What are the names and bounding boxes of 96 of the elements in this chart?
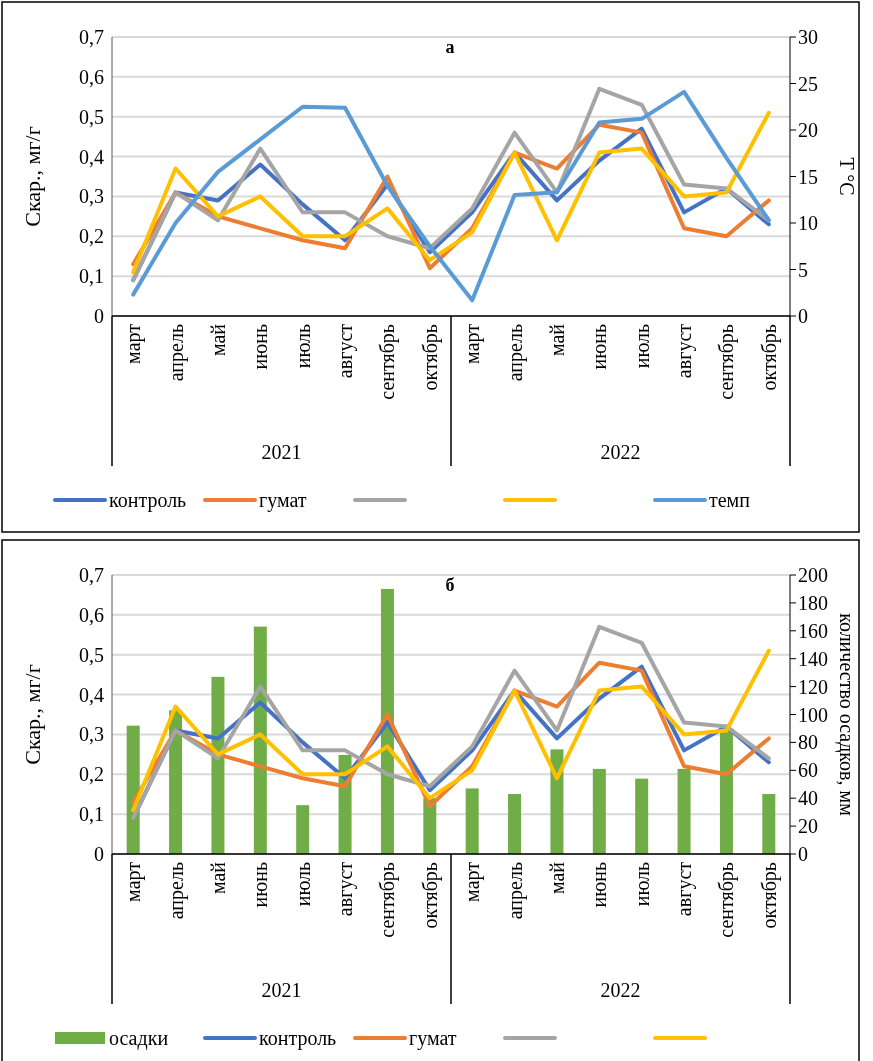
x-tick-label: апрель — [503, 862, 527, 920]
bar — [465, 788, 479, 854]
x-tick-label: май — [545, 861, 568, 895]
y-tick-label: 0,2 — [79, 763, 104, 786]
bar — [635, 778, 649, 854]
y2-tick-label: 10 — [798, 212, 818, 234]
y2-tick-label: 40 — [798, 787, 818, 810]
y-axis-title: Скар., мг/г — [20, 126, 45, 227]
bar — [550, 749, 564, 854]
text: 2021 — [261, 441, 302, 463]
x-tick-label: сентябрь — [376, 324, 400, 400]
x-tick-label: август — [673, 861, 697, 917]
x-tick-label: март — [461, 323, 485, 364]
bar — [211, 676, 225, 854]
y2-axis-title: количество осадков, мм — [835, 613, 858, 817]
bar — [762, 794, 776, 854]
y-tick-label: 0,7 — [79, 26, 104, 48]
x-tick-label: апрель — [503, 324, 527, 382]
x-tick-label: март — [122, 323, 146, 364]
x-tick-label: апрель — [164, 324, 188, 382]
bar — [169, 710, 183, 854]
legend-label: контроль — [259, 1027, 337, 1050]
bar — [677, 768, 691, 854]
x-tick-label: июнь — [249, 862, 272, 908]
y2-tick-label: 100 — [798, 703, 828, 726]
y-tick-label: 0,1 — [79, 803, 104, 826]
x-tick-label: март — [461, 861, 485, 902]
text: 2022 — [600, 979, 641, 1001]
x-tick-label: июнь — [249, 324, 272, 370]
bar — [719, 729, 733, 854]
y2-tick-label: 0 — [798, 843, 808, 865]
y2-tick-label: 200 — [798, 564, 828, 586]
x-tick-label: август — [673, 323, 697, 379]
x-tick-label: июль — [291, 324, 314, 369]
x-tick-label: июль — [630, 324, 653, 369]
chart-title: а — [445, 37, 455, 57]
x-tick-label: май — [545, 323, 568, 357]
y2-tick-label: 15 — [798, 165, 818, 188]
y2-tick-label: 20 — [798, 815, 818, 838]
bar — [253, 626, 267, 854]
y2-tick-label: 0 — [798, 305, 808, 327]
x-tick-label: сентябрь — [376, 862, 400, 938]
y2-tick-label: 180 — [798, 591, 828, 614]
text: 2021 — [261, 979, 302, 1001]
x-tick-label: март — [122, 861, 146, 902]
x-tick-label: июнь — [588, 324, 611, 370]
y-tick-label: 0,1 — [79, 265, 104, 288]
y2-tick-label: 160 — [798, 619, 828, 642]
y2-tick-label: 20 — [798, 119, 818, 141]
x-tick-label: август — [334, 861, 358, 917]
x-tick-label: сентябрь — [715, 324, 739, 400]
x-tick-label: сентябрь — [715, 862, 739, 938]
x-tick-label: октябрь — [418, 862, 442, 929]
y-tick-label: 0,2 — [79, 225, 104, 248]
y-tick-label: 0,7 — [79, 564, 104, 586]
legend-label: гумат — [259, 489, 307, 512]
y-tick-label: 0,5 — [79, 105, 104, 128]
y2-tick-label: 30 — [798, 26, 818, 48]
y2-tick-label: 25 — [798, 72, 818, 95]
x-tick-label: май — [206, 861, 229, 895]
legend-label: гумат — [409, 1027, 457, 1050]
x-tick-label: июнь — [588, 862, 611, 908]
y-tick-label: 0,4 — [79, 683, 104, 706]
y-tick-label: 0,4 — [79, 145, 104, 168]
x-tick-label: октябрь — [757, 324, 781, 391]
y2-tick-label: 80 — [798, 731, 818, 754]
chart-title: б — [445, 575, 455, 595]
x-tick-label: апрель — [164, 862, 188, 920]
bar — [508, 794, 522, 854]
text: 2022 — [600, 441, 641, 463]
y-tick-label: 0,3 — [79, 185, 104, 208]
x-tick-label: июль — [630, 862, 653, 907]
y2-tick-label: 5 — [798, 258, 808, 281]
y2-tick-label: 60 — [798, 759, 818, 782]
x-tick-label: май — [206, 323, 229, 357]
x-tick-label: июль — [291, 862, 314, 907]
y-tick-label: 0,6 — [79, 65, 104, 88]
x-tick-label: октябрь — [418, 324, 442, 391]
y-tick-label: 0,6 — [79, 603, 104, 626]
legend-label: темп — [709, 489, 751, 511]
y-tick-label: 0 — [94, 843, 104, 865]
y-tick-label: 0 — [94, 305, 104, 327]
legend-label: осадки — [109, 1027, 169, 1050]
x-tick-label: октябрь — [757, 862, 781, 929]
bar — [592, 768, 606, 854]
y-axis-title: Скар., мг/г — [20, 664, 45, 765]
bar — [380, 588, 394, 854]
y2-axis-title: T °C — [836, 157, 858, 196]
x-tick-label: август — [334, 323, 358, 379]
legend-label: контроль — [109, 489, 187, 512]
bar — [296, 805, 310, 854]
line-series — [131, 624, 771, 821]
y2-tick-label: 120 — [798, 675, 828, 698]
y-tick-label: 0,5 — [79, 643, 104, 666]
y2-tick-label: 140 — [798, 647, 828, 670]
y-tick-label: 0,3 — [79, 723, 104, 746]
